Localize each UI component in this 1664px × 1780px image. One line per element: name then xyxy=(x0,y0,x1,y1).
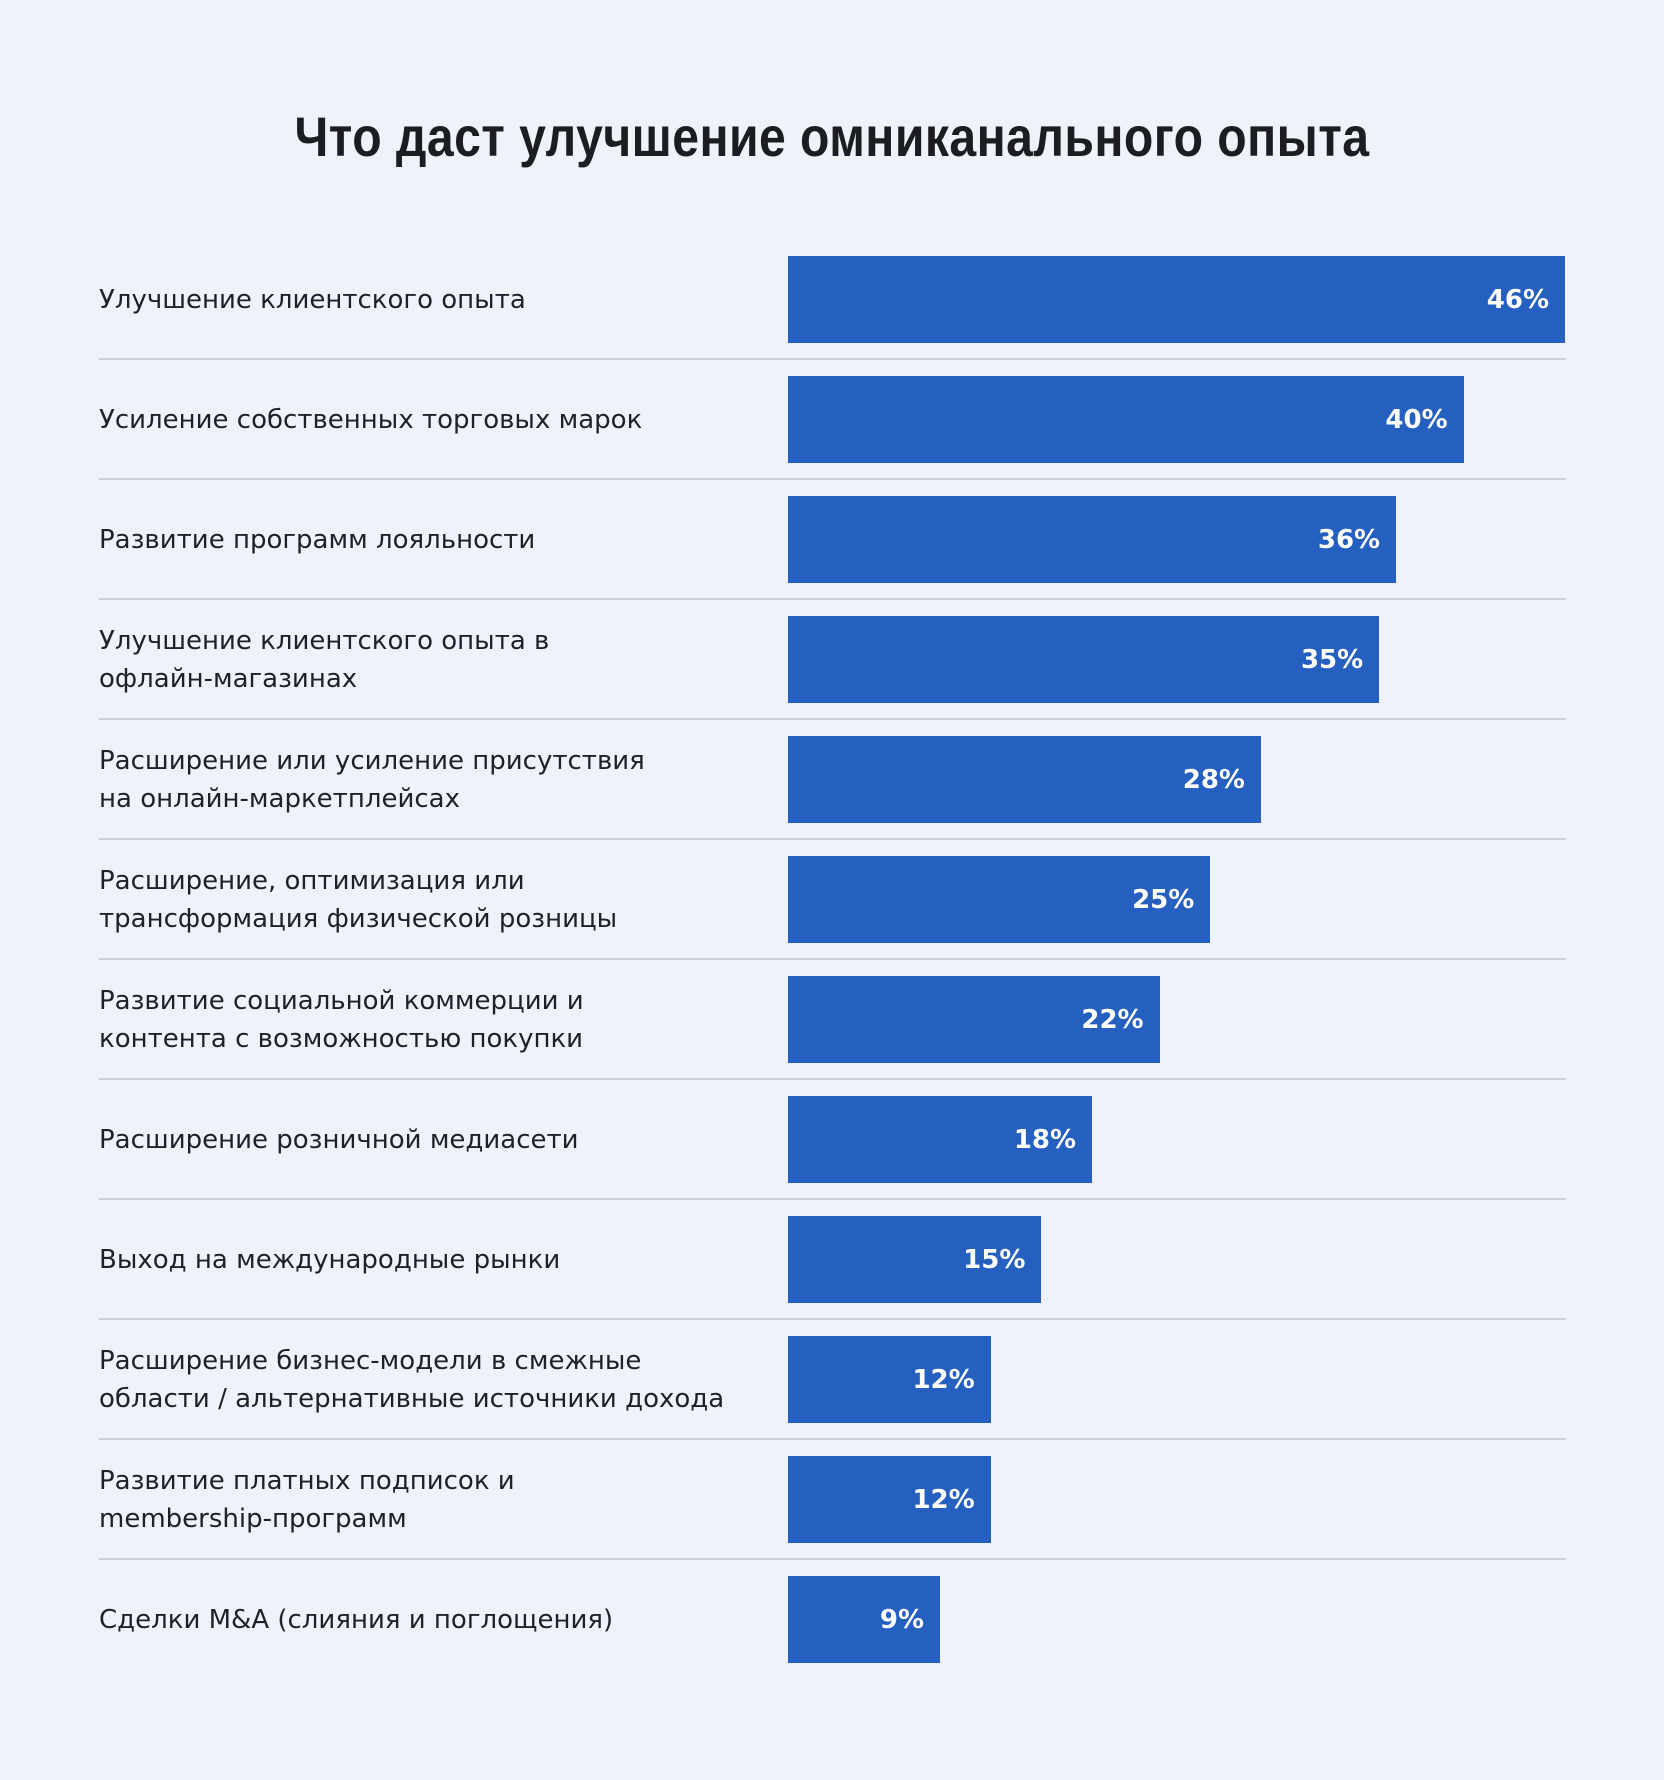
category-label: Расширение бизнес-модели в смежные облас… xyxy=(99,1345,725,1414)
value-label: 36% xyxy=(1317,524,1381,555)
chart-title: Что даст улучшение омниканального опыта xyxy=(294,105,1370,168)
value-label: 9% xyxy=(879,1604,925,1635)
bar xyxy=(788,256,1565,343)
category-label: Выход на международные рынки xyxy=(99,1244,561,1275)
bar xyxy=(788,376,1464,463)
bar xyxy=(788,496,1397,583)
category-label: Развитие программ лояльности xyxy=(99,524,536,555)
value-label: 22% xyxy=(1081,1004,1144,1035)
row-separator xyxy=(99,358,1566,360)
category-label: Расширение или усиление присутствия на о… xyxy=(99,745,645,814)
row-separator xyxy=(99,1558,1566,1560)
category-label: Расширение, оптимизация или трансформаци… xyxy=(99,865,618,934)
value-label: 12% xyxy=(912,1364,975,1395)
row-separator xyxy=(99,718,1566,720)
value-label: 12% xyxy=(912,1484,975,1515)
value-label: 28% xyxy=(1182,764,1245,795)
category-label: Расширение розничной медиасети xyxy=(99,1124,579,1155)
row-separator xyxy=(99,598,1566,600)
bar xyxy=(788,736,1261,823)
value-label: 25% xyxy=(1132,884,1195,915)
row-separator xyxy=(99,1438,1566,1440)
value-label: 40% xyxy=(1385,404,1448,435)
value-label: 35% xyxy=(1300,644,1364,675)
bar xyxy=(788,1576,941,1663)
row-separator xyxy=(99,478,1566,480)
category-label: Усиление собственных торговых марок xyxy=(99,404,643,435)
value-label: 46% xyxy=(1486,284,1549,315)
category-label: Развитие социальной коммерции и контента… xyxy=(99,985,584,1054)
value-label: 18% xyxy=(1013,1124,1077,1155)
bar xyxy=(788,1216,1042,1303)
category-label: Улучшение клиентского опыта xyxy=(99,284,526,315)
category-label: Сделки M&A (слияния и поглощения) xyxy=(99,1604,614,1635)
value-label: 15% xyxy=(963,1244,1026,1275)
row-separator xyxy=(99,838,1566,840)
bar xyxy=(788,976,1160,1063)
row-separator xyxy=(99,1318,1566,1320)
category-label: Развитие платных подписок и membership-п… xyxy=(99,1465,515,1534)
row-separator xyxy=(99,958,1566,960)
bar xyxy=(788,1456,991,1543)
row-separator xyxy=(99,1078,1566,1080)
bar xyxy=(788,856,1211,943)
bar xyxy=(788,616,1380,703)
category-label: Улучшение клиентского опыта в офлайн-маг… xyxy=(99,625,550,694)
row-separator xyxy=(99,1198,1566,1200)
bar xyxy=(788,1336,991,1423)
bar xyxy=(788,1096,1093,1183)
